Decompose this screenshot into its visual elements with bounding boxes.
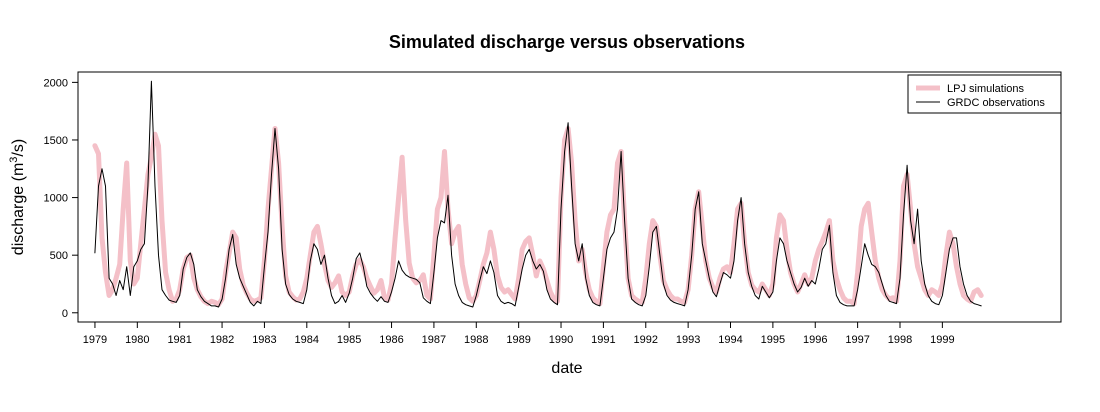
legend-label-observations: GRDC observations bbox=[947, 97, 1045, 109]
series-line-lpj-simulations bbox=[92, 126, 984, 308]
x-tick-label: 1995 bbox=[761, 334, 785, 346]
legend-label-simulations: LPJ simulations bbox=[947, 83, 1025, 95]
y-axis-label-suffix: /s) bbox=[10, 139, 27, 157]
chart-title: Simulated discharge versus observations bbox=[389, 32, 745, 52]
x-tick-label: 1991 bbox=[591, 334, 615, 346]
x-tick-label: 1994 bbox=[718, 334, 742, 346]
y-tick-label: 1000 bbox=[44, 193, 68, 205]
x-tick-label: 1979 bbox=[83, 334, 107, 346]
y-tick-label: 1500 bbox=[44, 135, 68, 147]
x-tick-label: 1985 bbox=[337, 334, 361, 346]
series-layer bbox=[92, 80, 984, 308]
x-tick-label: 1984 bbox=[295, 334, 319, 346]
x-tick-label: 1992 bbox=[634, 334, 658, 346]
y-tick-label: 0 bbox=[62, 308, 68, 320]
legend-box bbox=[907, 74, 1062, 114]
plot-area-frame bbox=[77, 71, 1062, 323]
y-axis-label: discharge (m3/s) bbox=[8, 139, 27, 255]
x-tick-label: 1993 bbox=[676, 334, 700, 346]
x-axis-label: date bbox=[551, 360, 582, 377]
x-tick-label: 1989 bbox=[506, 334, 530, 346]
x-tick-label: 1980 bbox=[125, 334, 149, 346]
x-tick-label: 1999 bbox=[930, 334, 954, 346]
y-axis-label-prefix: discharge (m bbox=[10, 163, 27, 255]
x-tick-label: 1998 bbox=[888, 334, 912, 346]
y-tick-label: 500 bbox=[50, 250, 68, 262]
x-tick-label: 1997 bbox=[845, 334, 869, 346]
x-tick-label: 1983 bbox=[252, 334, 276, 346]
axes-layer: 0 500 1000 1500 2000 1979 1980 1981 1982 1983 1984… bbox=[44, 77, 955, 346]
y-axis-label-superscript: 3 bbox=[8, 157, 20, 163]
legend: LPJ simulations GRDC observations bbox=[907, 74, 1062, 114]
x-tick-label: 1988 bbox=[464, 334, 488, 346]
y-tick-label: 2000 bbox=[44, 77, 68, 89]
series-line-grdc-observations bbox=[94, 80, 982, 308]
x-tick-label: 1981 bbox=[167, 334, 191, 346]
x-tick-label: 1996 bbox=[803, 334, 827, 346]
x-tick-label: 1990 bbox=[549, 334, 573, 346]
x-tick-label: 1986 bbox=[379, 334, 403, 346]
x-tick-label: 1982 bbox=[210, 334, 234, 346]
x-tick-label: 1987 bbox=[422, 334, 446, 346]
